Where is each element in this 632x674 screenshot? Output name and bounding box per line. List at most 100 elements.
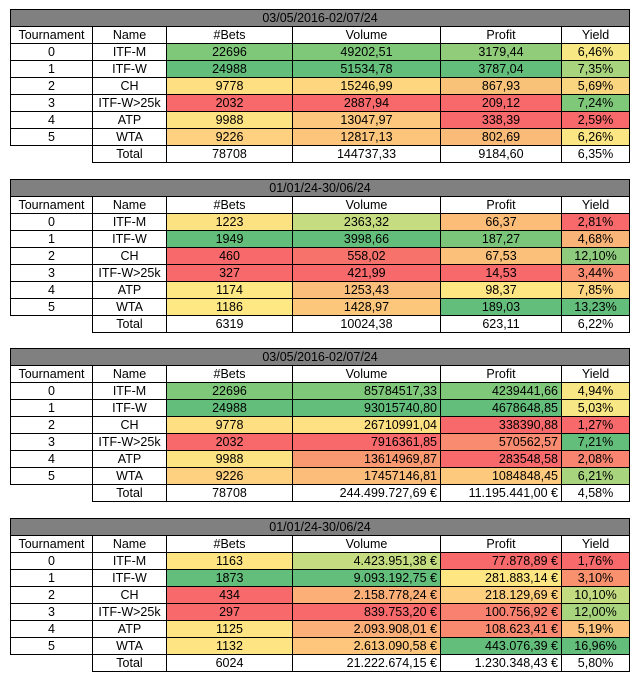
table-row: 2 CH 9778 15246,99 867,93 5,69% xyxy=(10,77,631,95)
volume-cell: 2.158.778,24 € xyxy=(292,586,441,604)
table-row: 3 ITF-W>25k 2032 2887,94 209,12 7,24% xyxy=(10,94,631,112)
tournament-cell: 1 xyxy=(10,569,93,587)
table-row: 4 ATP 9988 13047,97 338,39 2,59% xyxy=(10,111,631,129)
yield-cell: 12,10% xyxy=(560,247,631,265)
bets-cell: 24988 xyxy=(166,399,293,417)
column-header: Profit xyxy=(440,26,562,44)
profit-cell: 218.129,69 € xyxy=(440,586,562,604)
volume-cell: 3998,66 xyxy=(292,230,441,248)
yield-cell: 13,23% xyxy=(560,298,631,316)
tournament-cell: 4 xyxy=(10,450,93,468)
tournament-cell: 2 xyxy=(10,77,93,95)
table-row: 4 ATP 9988 13614969,87 283548,58 2,08% xyxy=(10,450,631,468)
tournament-cell: 5 xyxy=(10,637,93,655)
volume-cell: 17457146,81 xyxy=(292,467,441,485)
name-cell: ATP xyxy=(92,450,167,468)
period-row: 01/01/24-30/06/24 xyxy=(9,179,631,197)
table-row: 1 ITF-W 24988 93015740,80 4678648,85 5,03% xyxy=(10,399,631,417)
bets-cell: 434 xyxy=(166,586,293,604)
profit-cell: 98,37 xyxy=(440,281,562,299)
volume-cell: 12817,13 xyxy=(292,128,441,146)
yield-cell: 4,94% xyxy=(560,382,631,400)
table-row: 0 ITF-M 22696 85784517,33 4239441,66 4,94% xyxy=(10,382,631,400)
table-row: 1 ITF-W 24988 51534,78 3787,04 7,35% xyxy=(10,60,631,78)
volume-cell: 51534,78 xyxy=(292,60,441,78)
volume-cell: 49202,51 xyxy=(292,43,441,61)
bets-cell: 1125 xyxy=(166,620,293,638)
tournament-cell: 1 xyxy=(10,230,93,248)
table-row: 0 ITF-M 1163 4.423.951,38 €77.878,89 €1,76% xyxy=(10,552,631,570)
table-row: 0 ITF-M 1223 2363,32 66,37 2,81% xyxy=(10,213,631,231)
total-row: Total 6319 10024,38 623,11 6,22% xyxy=(10,315,631,333)
total-label: Total xyxy=(92,654,167,672)
yield-cell: 7,85% xyxy=(560,281,631,299)
profit-cell: 187,27 xyxy=(440,230,562,248)
tournament-cell: 3 xyxy=(10,603,93,621)
total-blank xyxy=(10,484,93,502)
name-cell: ITF-W xyxy=(92,230,167,248)
volume-cell: 13614969,87 xyxy=(292,450,441,468)
header-row: Tournament Name #Bets Volume Profit Yield xyxy=(10,535,631,553)
bets-cell: 9778 xyxy=(166,416,293,434)
profit-cell: 108.623,41 € xyxy=(440,620,562,638)
bets-cell: 1174 xyxy=(166,281,293,299)
yield-cell: 4,68% xyxy=(560,230,631,248)
volume-cell: 839.753,20 € xyxy=(292,603,441,621)
column-header: Yield xyxy=(560,26,631,44)
stats-table-2: 03/05/2016-02/07/24 Tournament Name #Bets Vo… xyxy=(9,348,631,502)
profit-cell: 77.878,89 € xyxy=(440,552,562,570)
profit-cell: 443.076,39 € xyxy=(440,637,562,655)
yield-cell: 6,21% xyxy=(560,467,631,485)
yield-cell: 5,69% xyxy=(560,77,631,95)
name-cell: ITF-W>25k xyxy=(92,433,167,451)
profit-cell: 4239441,66 xyxy=(440,382,562,400)
yield-cell: 3,10% xyxy=(560,569,631,587)
volume-cell: 9.093.192,75 € xyxy=(292,569,441,587)
name-cell: WTA xyxy=(92,298,167,316)
column-header: Tournament xyxy=(10,196,93,214)
table-row: 4 ATP 1174 1253,43 98,37 7,85% xyxy=(10,281,631,299)
tournament-cell: 4 xyxy=(10,111,93,129)
profit-cell: 3179,44 xyxy=(440,43,562,61)
column-header: Name xyxy=(92,365,167,383)
table-row: 5 WTA 9226 12817,13 802,69 6,26% xyxy=(10,128,631,146)
table-row: 4 ATP 1125 2.093.908,01 €108.623,41 €5,19% xyxy=(10,620,631,638)
column-header: #Bets xyxy=(166,26,293,44)
tournament-cell: 0 xyxy=(10,43,93,61)
bets-cell: 9778 xyxy=(166,77,293,95)
tournament-cell: 4 xyxy=(10,620,93,638)
total-row: Total 78708 244.499.727,69 €11.195.441,00 … xyxy=(10,484,631,502)
profit-cell: 802,69 xyxy=(440,128,562,146)
volume-cell: 85784517,33 xyxy=(292,382,441,400)
tournament-cell: 3 xyxy=(10,264,93,282)
table-row: 3 ITF-W>25k 327 421,99 14,53 3,44% xyxy=(10,264,631,282)
total-row: Total 6024 21.222.674,15 €1.230.348,43 €5,… xyxy=(10,654,631,672)
column-header: #Bets xyxy=(166,535,293,553)
column-header: Profit xyxy=(440,535,562,553)
profit-cell: 3787,04 xyxy=(440,60,562,78)
header-row: Tournament Name #Bets Volume Profit Yield xyxy=(10,365,631,383)
total-bets: 6024 xyxy=(166,654,293,672)
column-header: Name xyxy=(92,196,167,214)
volume-cell: 558,02 xyxy=(292,247,441,265)
tournament-cell: 5 xyxy=(10,128,93,146)
bets-cell: 2032 xyxy=(166,433,293,451)
table-row: 5 WTA 9226 17457146,81 1084848,45 6,21% xyxy=(10,467,631,485)
total-bets: 78708 xyxy=(166,145,293,163)
period-row: 03/05/2016-02/07/24 xyxy=(9,9,631,27)
bets-cell: 22696 xyxy=(166,43,293,61)
tournament-cell: 2 xyxy=(10,586,93,604)
column-header: Name xyxy=(92,26,167,44)
total-yield: 5,80% xyxy=(560,654,631,672)
yield-cell: 3,44% xyxy=(560,264,631,282)
table-row: 1 ITF-W 1873 9.093.192,75 €281.883,14 €3,10… xyxy=(10,569,631,587)
column-header: Profit xyxy=(440,196,562,214)
volume-cell: 4.423.951,38 € xyxy=(292,552,441,570)
column-header: Tournament xyxy=(10,26,93,44)
total-yield: 4,58% xyxy=(560,484,631,502)
yield-cell: 1,76% xyxy=(560,552,631,570)
profit-cell: 338,39 xyxy=(440,111,562,129)
tournament-cell: 2 xyxy=(10,247,93,265)
total-blank xyxy=(10,315,93,333)
bets-cell: 297 xyxy=(166,603,293,621)
